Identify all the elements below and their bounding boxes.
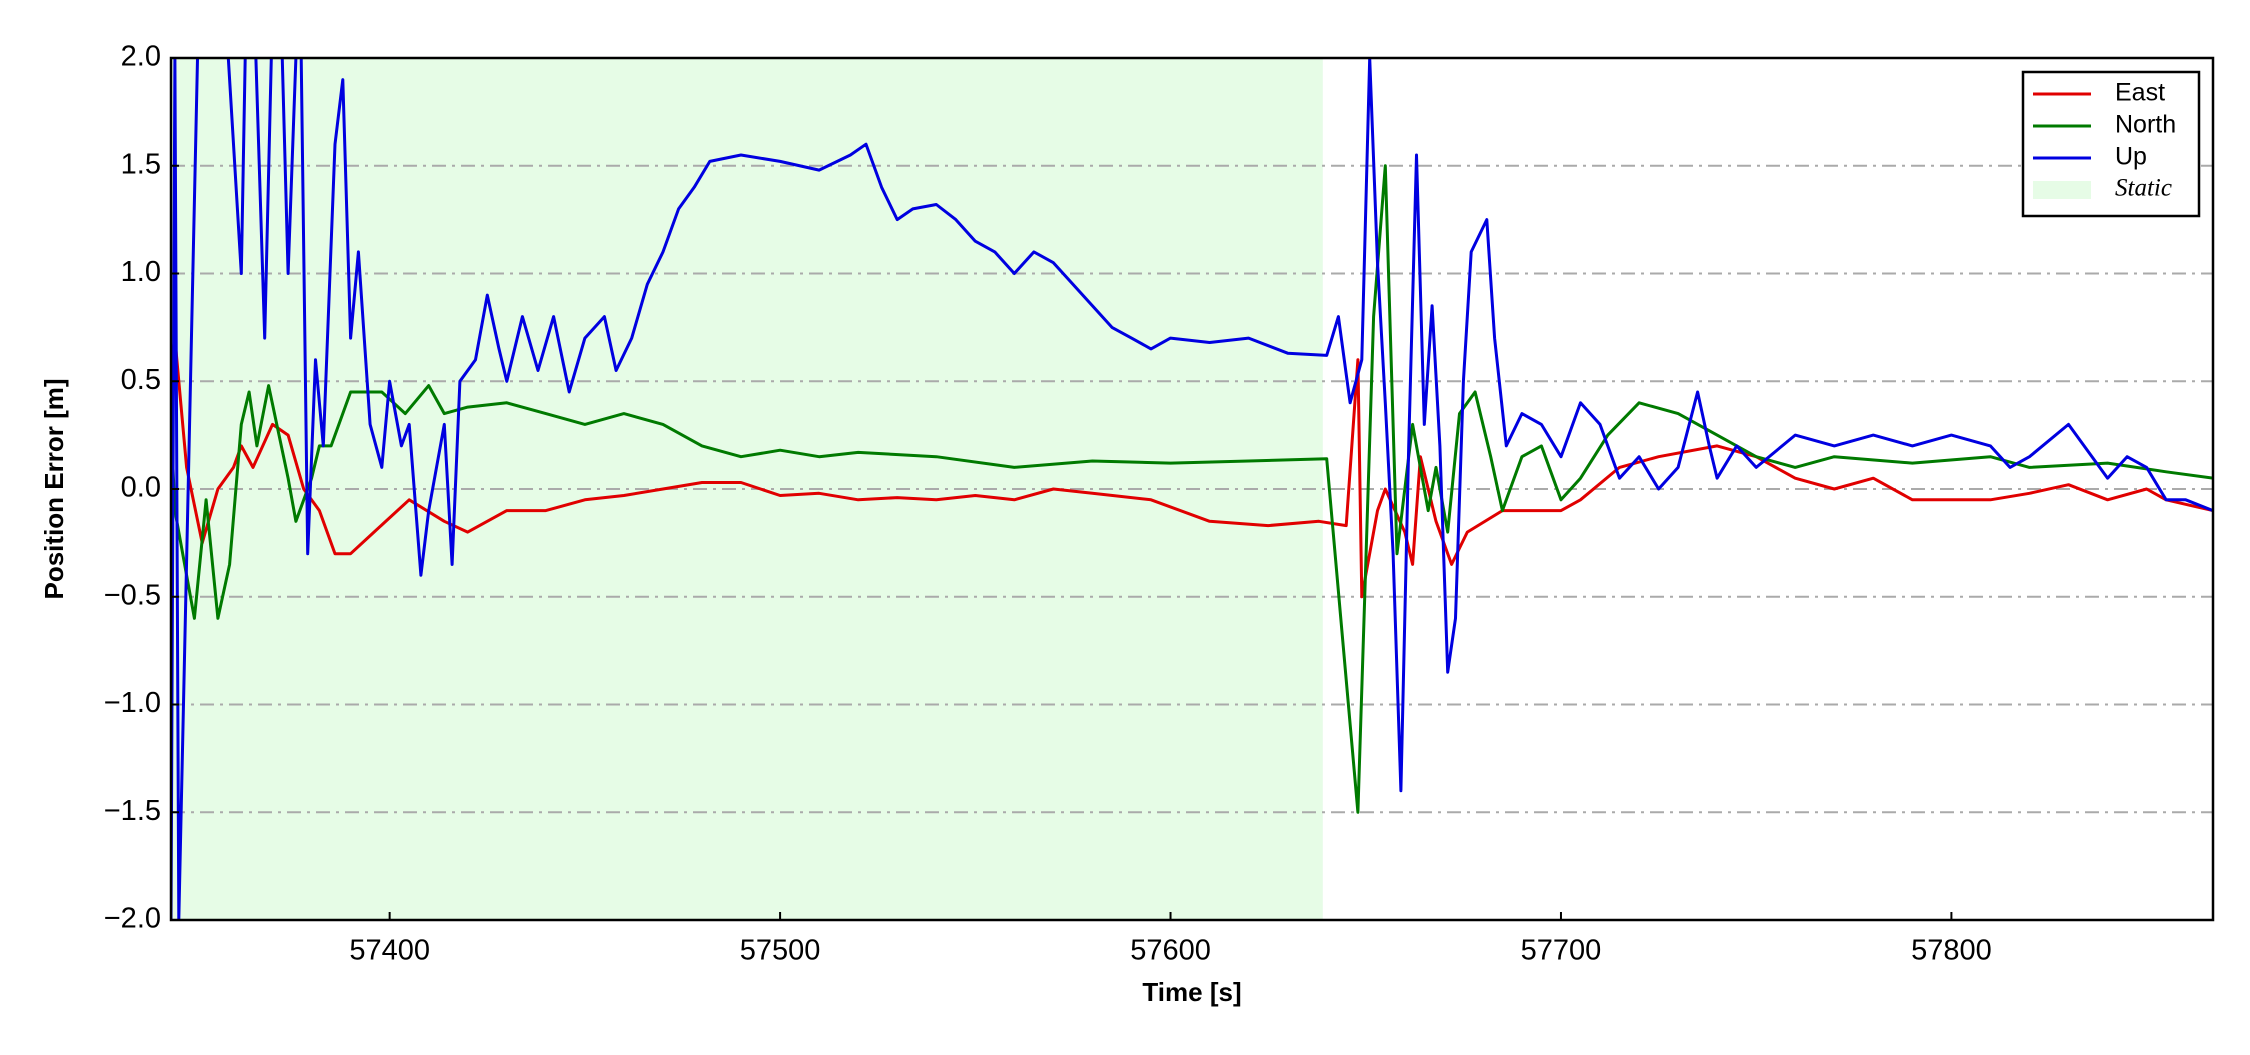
series-line: [171, 164, 2213, 814]
axes: −2.0 −1.5 −1.0 −0.5 0.0 0.5 1.0 1.5 2.0 57400 5750…: [104, 41, 2215, 967]
series-line: [171, 58, 2213, 920]
legend-label: Static: [2115, 175, 2172, 202]
x-tick-label: 57700: [1521, 935, 1602, 967]
y-axis-label: Position Error [m]: [39, 378, 69, 599]
legend-label: North: [2115, 111, 2176, 139]
legend-label: East: [2115, 79, 2165, 107]
x-tick-label: 57600: [1130, 935, 1211, 967]
y-tick-label: 2.0: [121, 41, 161, 73]
legend-swatch: [2033, 181, 2091, 199]
y-tick-label: 1.5: [121, 148, 161, 180]
x-tick-label: 57800: [1911, 935, 1992, 967]
x-tick-label: 57400: [349, 935, 430, 967]
y-tick-label: −0.5: [104, 579, 161, 611]
lines: [171, 58, 2213, 920]
series-line: [171, 336, 2213, 599]
y-tick-label: −1.5: [104, 795, 161, 827]
x-tick-label: 57500: [740, 935, 821, 967]
y-tick-label: −2.0: [104, 903, 161, 935]
x-axis-label: Time [s]: [1142, 977, 1241, 1007]
y-tick-label: 0.5: [121, 364, 161, 396]
plot-frame: [169, 56, 2215, 922]
y-tick-label: 1.0: [121, 256, 161, 288]
y-tick-label: 0.0: [121, 472, 161, 504]
legend: East North Up Static: [2021, 70, 2201, 218]
legend-label: Up: [2115, 143, 2147, 171]
y-tick-label: −1.0: [104, 687, 161, 719]
